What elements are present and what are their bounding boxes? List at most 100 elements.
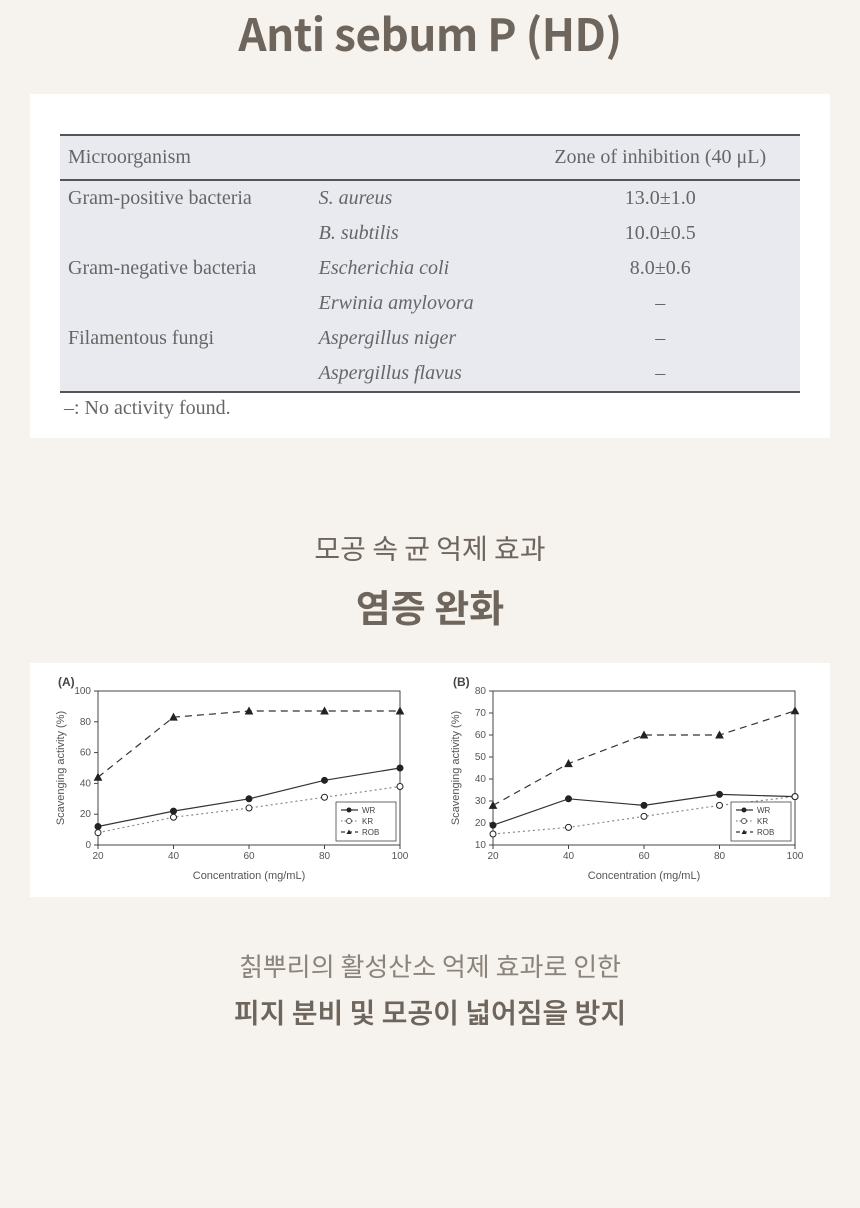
marker (566, 824, 572, 830)
marker (95, 830, 101, 836)
table-cell-organism: B. subtilis (311, 216, 521, 251)
table-header-organism: Microorganism (60, 135, 311, 180)
footer-line2: 피지 분비 및 모공이 넓어짐을 방지 (0, 992, 860, 1032)
marker (490, 802, 497, 809)
table-row: Gram-positive bacteriaS. aureus13.0±1.0 (60, 180, 800, 216)
table-cell-value: – (520, 286, 800, 321)
marker (322, 777, 328, 783)
table-cell-organism: S. aureus (311, 180, 521, 216)
table-cell-organism: Erwinia amylovora (311, 286, 521, 321)
legend-label: WR (362, 806, 376, 815)
x-tick-label: 20 (487, 851, 499, 862)
x-tick-label: 60 (243, 851, 255, 862)
table-header-zone: Zone of inhibition (40 μL) (520, 135, 800, 180)
x-axis-label: Concentration (mg/mL) (588, 870, 701, 882)
table-cell-organism: Aspergillus flavus (311, 356, 521, 392)
footer-block: 칡뿌리의 활성산소 억제 효과로 인한 피지 분비 및 모공이 넓어짐을 방지 (0, 947, 860, 1032)
table-row: B. subtilis10.0±0.5 (60, 216, 800, 251)
marker (95, 824, 101, 830)
marker (565, 760, 572, 767)
series-line-ROB (493, 711, 795, 806)
table-footnote: –: No activity found. (60, 397, 800, 420)
legend-label: KR (757, 817, 768, 826)
x-tick-label: 100 (787, 851, 804, 862)
x-tick-label: 40 (563, 851, 575, 862)
y-tick-label: 60 (80, 748, 92, 759)
y-axis-label: Scavenging activity (%) (450, 711, 462, 825)
marker (171, 814, 177, 820)
header-title-block: Anti sebum P (HD) (0, 0, 860, 64)
table-cell-group (60, 286, 311, 321)
legend-label: ROB (362, 828, 379, 837)
x-tick-label: 60 (638, 851, 650, 862)
table-cell-value: 8.0±0.6 (520, 251, 800, 286)
marker (246, 796, 252, 802)
y-tick-label: 100 (74, 686, 91, 697)
table-cell-value: 10.0±0.5 (520, 216, 800, 251)
series-line-ROB (98, 711, 400, 777)
x-tick-label: 20 (92, 851, 104, 862)
table-cell-value: – (520, 356, 800, 392)
table-row: Erwinia amylovora– (60, 286, 800, 321)
marker (322, 794, 328, 800)
y-tick-label: 60 (475, 730, 487, 741)
marker (792, 707, 799, 714)
legend-label: ROB (757, 828, 774, 837)
x-tick-label: 80 (714, 851, 726, 862)
footer-line1: 칡뿌리의 활성산소 억제 효과로 인한 (0, 947, 860, 984)
section2-heading: 모공 속 균 억제 효과 염증 완화 (0, 528, 860, 633)
y-tick-label: 20 (475, 818, 487, 829)
legend-label: WR (757, 806, 771, 815)
table-cell-group: Gram-positive bacteria (60, 180, 311, 216)
chart-panel-a: (A) 20406080100020406080100Concentration… (50, 675, 415, 885)
marker (641, 813, 647, 819)
marker (792, 794, 798, 800)
table-row: Aspergillus flavus– (60, 356, 800, 392)
y-axis-label: Scavenging activity (%) (55, 711, 67, 825)
table-cell-group: Filamentous fungi (60, 321, 311, 356)
table-row: Filamentous fungiAspergillus niger– (60, 321, 800, 356)
table-cell-group: Gram-negative bacteria (60, 251, 311, 286)
legend-label: KR (362, 817, 373, 826)
charts-card: (A) 20406080100020406080100Concentration… (30, 663, 830, 897)
marker (397, 708, 404, 715)
table-row: Gram-negative bacteriaEscherichia coli8.… (60, 251, 800, 286)
marker (397, 783, 403, 789)
table-cell-group (60, 216, 311, 251)
marker (641, 802, 647, 808)
marker (490, 822, 496, 828)
table-cell-organism: Escherichia coli (311, 251, 521, 286)
y-tick-label: 70 (475, 708, 487, 719)
table-card: Microorganism Zone of inhibition (40 μL)… (30, 94, 830, 438)
marker (717, 791, 723, 797)
y-tick-label: 50 (475, 752, 487, 763)
table-cell-organism: Aspergillus niger (311, 321, 521, 356)
y-tick-label: 80 (80, 717, 92, 728)
section2-main: 염증 완화 (0, 578, 860, 633)
y-tick-label: 80 (475, 686, 487, 697)
panel-b-label: (B) (453, 675, 470, 689)
y-tick-label: 30 (475, 796, 487, 807)
table-cell-value: – (520, 321, 800, 356)
inhibition-table: Microorganism Zone of inhibition (40 μL)… (60, 134, 800, 393)
x-tick-label: 80 (319, 851, 331, 862)
table-cell-value: 13.0±1.0 (520, 180, 800, 216)
marker (246, 805, 252, 811)
page-title: Anti sebum P (HD) (0, 0, 860, 64)
section2-sub: 모공 속 균 억제 효과 (0, 528, 860, 568)
marker (171, 808, 177, 814)
table-header-blank (311, 135, 521, 180)
table-cell-group (60, 356, 311, 392)
marker (397, 765, 403, 771)
chart-panel-b: (B) 204060801001020304050607080Concentra… (445, 675, 810, 885)
y-tick-label: 20 (80, 809, 92, 820)
marker (566, 796, 572, 802)
y-tick-label: 0 (85, 840, 91, 851)
marker (490, 831, 496, 837)
y-tick-label: 10 (475, 840, 487, 851)
y-tick-label: 40 (475, 774, 487, 785)
panel-a-label: (A) (58, 675, 75, 689)
x-tick-label: 40 (168, 851, 180, 862)
y-tick-label: 40 (80, 778, 92, 789)
x-axis-label: Concentration (mg/mL) (193, 870, 306, 882)
